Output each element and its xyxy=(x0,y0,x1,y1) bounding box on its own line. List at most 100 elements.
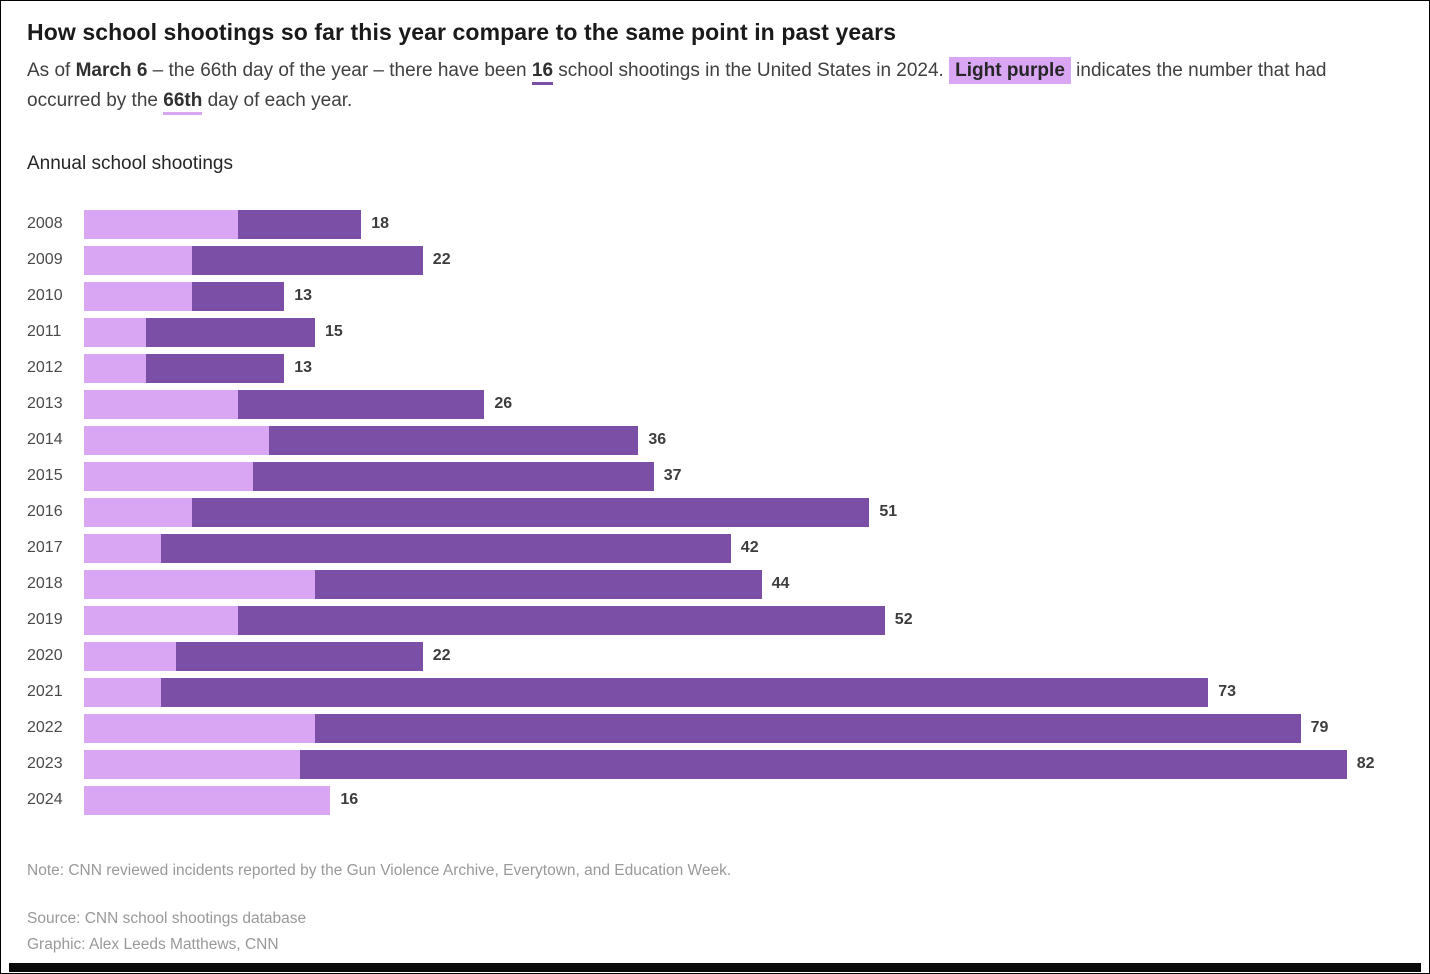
year-label: 2019 xyxy=(27,611,63,629)
bar-row: 2012 13 xyxy=(27,353,1403,383)
bar-track xyxy=(84,317,315,347)
bar-chart: 2008 18 2009 22 2010 13 2011 15 2012 13 2013 26 2014… xyxy=(27,209,1403,815)
bar-segment-by-66th-day xyxy=(84,317,146,347)
footer-graphic: Graphic: Alex Leeds Matthews, CNN xyxy=(27,936,279,954)
bar-track xyxy=(84,389,485,419)
bar-value-label: 13 xyxy=(294,359,312,377)
bar-track xyxy=(84,353,285,383)
subtitle-part-bold-underline-light: 66th xyxy=(163,89,203,115)
page-title: How school shootings so far this year co… xyxy=(27,19,897,45)
bar-segment-rest-of-year xyxy=(145,353,285,383)
year-label: 2014 xyxy=(27,431,63,449)
bar-row: 2021 73 xyxy=(27,677,1403,707)
bar-track xyxy=(84,209,362,239)
footer: Note: CNN reviewed incidents reported by… xyxy=(27,862,1403,959)
bar-track xyxy=(84,749,1347,779)
year-label: 2024 xyxy=(27,791,63,809)
bar-segment-by-66th-day xyxy=(84,569,315,599)
bar-value-label: 82 xyxy=(1356,755,1375,773)
bar-value-label: 22 xyxy=(432,647,451,665)
year-label: 2017 xyxy=(27,539,63,557)
bar-row: 2008 18 xyxy=(27,209,1403,239)
subtitle-part-normal: indicates the number that had occurred b… xyxy=(27,59,1327,111)
chart-subtitle: As of March 6 – the 66th day of the year… xyxy=(27,56,1372,116)
bar-segment-rest-of-year xyxy=(191,497,870,527)
year-label: 2021 xyxy=(27,683,63,701)
bar-segment-by-66th-day xyxy=(84,749,300,779)
bar-segment-by-66th-day xyxy=(84,641,177,671)
year-label: 2020 xyxy=(27,647,63,665)
bar-track xyxy=(84,425,639,455)
bar-value-label: 18 xyxy=(371,215,389,233)
subtitle-part-normal: school shootings in the United States in… xyxy=(553,59,950,81)
bar-row: 2014 36 xyxy=(27,425,1403,455)
bar-segment-rest-of-year xyxy=(145,317,315,347)
bar-value-label: 52 xyxy=(894,611,913,629)
bar-row: 2024 16 xyxy=(27,785,1403,815)
bar-value-label: 44 xyxy=(771,575,790,593)
bar-row: 2015 37 xyxy=(27,461,1403,491)
year-label: 2016 xyxy=(27,503,63,521)
footer-note: Note: CNN reviewed incidents reported by… xyxy=(27,861,732,879)
bar-segment-by-66th-day xyxy=(84,713,315,743)
bar-segment-rest-of-year xyxy=(253,461,654,491)
bar-row: 2019 52 xyxy=(27,605,1403,635)
bar-segment-rest-of-year xyxy=(238,389,485,419)
year-label: 2013 xyxy=(27,395,63,413)
bar-track xyxy=(84,461,654,491)
year-label: 2018 xyxy=(27,575,63,593)
bar-row: 2023 82 xyxy=(27,749,1403,779)
bar-segment-by-66th-day xyxy=(84,497,192,527)
bar-row: 2020 22 xyxy=(27,641,1403,671)
bar-segment-rest-of-year xyxy=(176,641,423,671)
year-label: 2008 xyxy=(27,215,63,233)
bar-row: 2018 44 xyxy=(27,569,1403,599)
bar-track xyxy=(84,677,1209,707)
subtitle-part-highlight: Light purple xyxy=(949,56,1071,84)
bar-track xyxy=(84,281,285,311)
bar-segment-rest-of-year xyxy=(161,677,1209,707)
bar-segment-rest-of-year xyxy=(315,713,1301,743)
bar-segment-by-66th-day xyxy=(84,677,161,707)
bar-row: 2010 13 xyxy=(27,281,1403,311)
bar-value-label: 13 xyxy=(294,287,312,305)
year-label: 2022 xyxy=(27,719,63,737)
bar-segment-rest-of-year xyxy=(238,605,885,635)
bar-track xyxy=(84,641,423,671)
year-label: 2012 xyxy=(27,359,63,377)
bar-segment-by-66th-day xyxy=(84,605,238,635)
bar-segment-by-66th-day xyxy=(84,389,238,419)
bar-track xyxy=(84,245,423,275)
bar-segment-by-66th-day xyxy=(84,353,146,383)
year-label: 2015 xyxy=(27,467,63,485)
bar-track xyxy=(84,605,885,635)
bar-value-label: 42 xyxy=(740,539,759,557)
bar-track xyxy=(84,785,331,815)
bar-value-label: 36 xyxy=(648,431,667,449)
bar-row: 2013 26 xyxy=(27,389,1403,419)
bar-value-label: 37 xyxy=(663,467,682,485)
year-label: 2010 xyxy=(27,287,63,305)
bar-segment-rest-of-year xyxy=(315,569,762,599)
bar-segment-rest-of-year xyxy=(191,281,285,311)
chart-title: Annual school shootings xyxy=(27,152,233,174)
bottom-black-bar xyxy=(9,963,1421,972)
subtitle-part-bold-underline-dark: 16 xyxy=(531,59,554,85)
bar-row: 2009 22 xyxy=(27,245,1403,275)
bar-segment-by-66th-day xyxy=(84,461,254,491)
bar-row: 2011 15 xyxy=(27,317,1403,347)
bar-value-label: 51 xyxy=(879,503,898,521)
bar-row: 2022 79 xyxy=(27,713,1403,743)
footer-source: Source: CNN school shootings database xyxy=(27,909,307,927)
bar-value-label: 15 xyxy=(324,323,343,341)
year-label: 2023 xyxy=(27,755,63,773)
bar-segment-rest-of-year xyxy=(161,533,731,563)
year-label: 2011 xyxy=(27,323,62,341)
bar-segment-by-66th-day xyxy=(84,245,192,275)
bar-value-label: 79 xyxy=(1310,719,1329,737)
bar-row: 2016 51 xyxy=(27,497,1403,527)
bar-segment-by-66th-day xyxy=(84,281,192,311)
year-label: 2009 xyxy=(27,251,63,269)
bar-segment-by-66th-day xyxy=(84,785,331,815)
